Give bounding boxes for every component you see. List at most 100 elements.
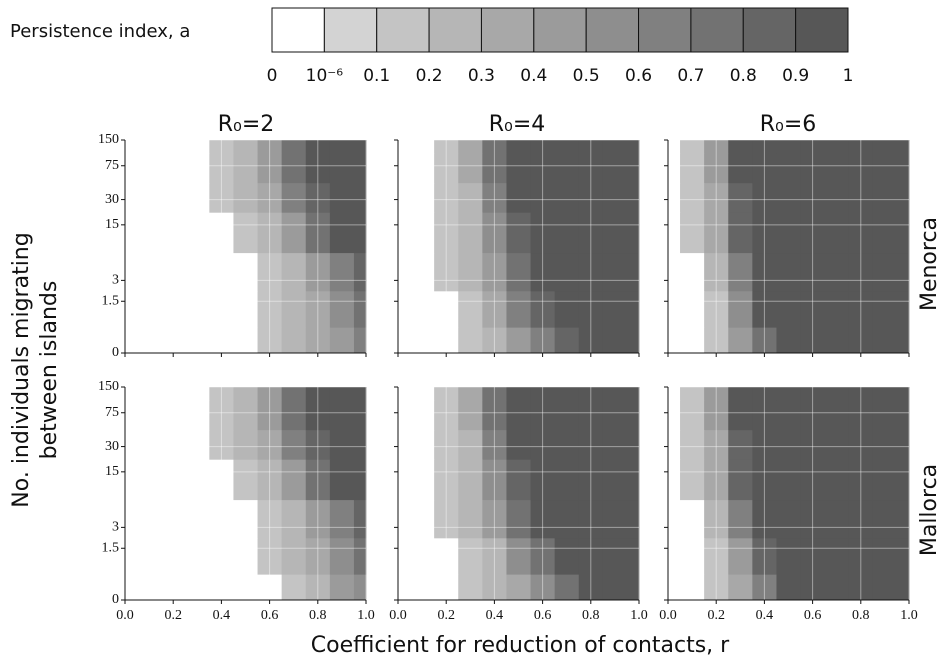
contour-cell bbox=[668, 327, 681, 354]
contour-cell bbox=[626, 429, 640, 460]
contour-cell bbox=[800, 387, 826, 401]
contour-cell bbox=[458, 252, 483, 292]
contour-cell bbox=[752, 212, 777, 254]
contour-cell bbox=[398, 399, 411, 431]
x-axis-label: Coefficient for reduction of contacts, r bbox=[311, 633, 730, 658]
contour-cell bbox=[626, 140, 640, 154]
contour-cell bbox=[482, 399, 507, 431]
contour-cell bbox=[680, 459, 705, 501]
contour-cell bbox=[626, 212, 640, 254]
contour-cell bbox=[305, 290, 331, 328]
contour-cell bbox=[410, 499, 435, 539]
contour-cell bbox=[776, 140, 802, 154]
contour-cell bbox=[137, 499, 162, 539]
contour-cell bbox=[680, 290, 705, 328]
contour-cell bbox=[398, 212, 411, 254]
contour-cell bbox=[530, 182, 556, 213]
contour-cell bbox=[506, 152, 532, 184]
contour-cell bbox=[728, 182, 753, 213]
contour-cell bbox=[209, 252, 234, 292]
contour-cell bbox=[185, 152, 210, 184]
contour-cell bbox=[848, 140, 874, 154]
contour-cell bbox=[458, 499, 483, 539]
contour-cell bbox=[329, 252, 355, 292]
contour-cell bbox=[410, 327, 435, 354]
y-tick-label: 3 bbox=[112, 520, 119, 535]
contour-cell bbox=[434, 459, 459, 501]
colorbar-box bbox=[795, 7, 849, 53]
contour-cell bbox=[824, 459, 850, 501]
contour-cell bbox=[704, 152, 729, 184]
contour-cell bbox=[776, 327, 802, 354]
contour-cell bbox=[353, 182, 367, 213]
column-title: R₀=6 bbox=[760, 112, 817, 137]
contour-cell bbox=[185, 537, 210, 575]
contour-cell bbox=[602, 574, 628, 601]
contour-cell bbox=[137, 212, 162, 254]
contour-cell bbox=[602, 182, 628, 213]
contour-cell bbox=[137, 429, 162, 460]
contour-cell bbox=[209, 537, 234, 575]
contour-cell bbox=[305, 574, 331, 601]
contour-cell bbox=[776, 212, 802, 254]
contour-cell bbox=[824, 212, 850, 254]
contour-cell bbox=[233, 252, 259, 292]
contour-cell bbox=[824, 499, 850, 539]
x-tick-label: 0.8 bbox=[309, 608, 327, 623]
contour-cell bbox=[668, 537, 681, 575]
contour-cell bbox=[125, 290, 138, 328]
contour-cell bbox=[209, 290, 234, 328]
contour-cell bbox=[578, 537, 604, 575]
x-tick-label: 0.6 bbox=[261, 608, 279, 623]
contour-cell bbox=[680, 252, 705, 292]
colorbar-label: Persistence index, a bbox=[10, 21, 190, 42]
contour-cell bbox=[704, 459, 729, 501]
contour-cell bbox=[410, 290, 435, 328]
contour-cell bbox=[125, 537, 138, 575]
contour-cell bbox=[137, 290, 162, 328]
contour-cell bbox=[482, 387, 507, 401]
contour-cell bbox=[800, 212, 826, 254]
contour-cell bbox=[353, 499, 367, 539]
contour-cell bbox=[506, 140, 532, 154]
contour-cell bbox=[233, 574, 259, 601]
contour-cell bbox=[281, 574, 307, 601]
contour-cell bbox=[305, 182, 331, 213]
contour-cell bbox=[800, 459, 826, 501]
contour-cell bbox=[434, 399, 459, 431]
contour-cell bbox=[872, 499, 898, 539]
y-tick-label: 15 bbox=[105, 217, 119, 232]
contour-cell bbox=[800, 399, 826, 431]
contour-cell bbox=[482, 290, 507, 328]
contour-cell bbox=[872, 537, 898, 575]
contour-cell bbox=[896, 212, 910, 254]
contour-cell bbox=[626, 499, 640, 539]
colorbar-box bbox=[742, 7, 797, 53]
contour-cell bbox=[776, 290, 802, 328]
contour-cell bbox=[668, 499, 681, 539]
contour-cell bbox=[506, 429, 532, 460]
contour-cell bbox=[896, 327, 910, 354]
colorbar-box bbox=[690, 7, 744, 53]
contour-cell bbox=[458, 290, 483, 328]
contour-cell bbox=[530, 574, 556, 601]
colorbar-box bbox=[585, 7, 640, 53]
contour-cell bbox=[410, 182, 435, 213]
colorbar-tick-label: 0 bbox=[267, 66, 278, 86]
contour-cell bbox=[872, 290, 898, 328]
colorbar-tick-label: 0.6 bbox=[625, 66, 652, 86]
contour-cell bbox=[281, 182, 307, 213]
contour-cell bbox=[752, 182, 777, 213]
contour-cell bbox=[896, 399, 910, 431]
contour-cell bbox=[329, 387, 355, 401]
contour-cell bbox=[578, 182, 604, 213]
contour-cell bbox=[668, 429, 681, 460]
x-tick-label: 1.0 bbox=[900, 608, 918, 623]
contour-cell bbox=[554, 537, 580, 575]
column-title: R₀=2 bbox=[218, 112, 275, 137]
contour-cell bbox=[482, 537, 507, 575]
contour-cell bbox=[776, 399, 802, 431]
contour-cell bbox=[233, 327, 259, 354]
contour-cell bbox=[482, 252, 507, 292]
contour-cell bbox=[578, 212, 604, 254]
